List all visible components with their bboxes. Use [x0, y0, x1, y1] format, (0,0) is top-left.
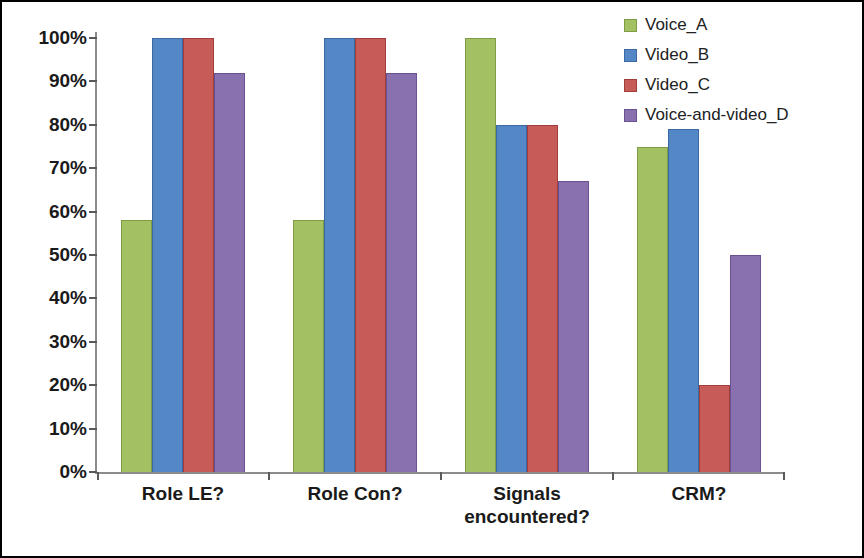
legend-color-swatch-icon [624, 19, 637, 32]
x-axis-category-label: Role Con? [269, 482, 441, 505]
y-axis-tick-label: 30% [0, 330, 87, 354]
legend-item: Voice-and-video_D [624, 100, 789, 130]
bar-voice-a [121, 220, 152, 472]
y-axis-tick-label: 100% [0, 26, 87, 50]
bar-voice-and-video-d [386, 73, 417, 472]
x-axis-tick [440, 472, 442, 480]
y-axis-tick [89, 428, 97, 430]
bar-group [97, 38, 269, 472]
bar-video-c [183, 38, 214, 472]
y-axis-tick-label: 80% [0, 113, 87, 137]
y-axis-tick-label: 20% [0, 373, 87, 397]
y-axis-tick-label: 40% [0, 286, 87, 310]
bar-video-b [668, 129, 699, 472]
y-axis-tick [89, 167, 97, 169]
y-axis-tick-label: 50% [0, 243, 87, 267]
x-axis-category-label: Signals encountered? [441, 482, 613, 528]
bar-video-c [355, 38, 386, 472]
y-axis-tick [89, 80, 97, 82]
y-axis-tick [89, 384, 97, 386]
y-axis-tick [89, 211, 97, 213]
y-axis-tick [89, 254, 97, 256]
bar-voice-and-video-d [730, 255, 761, 472]
bar-video-c [699, 385, 730, 472]
legend-item: Voice_A [624, 10, 789, 40]
bar-video-b [324, 38, 355, 472]
y-axis-tick-label: 0% [0, 460, 87, 484]
bar-voice-and-video-d [558, 181, 589, 472]
y-axis-tick-label: 10% [0, 417, 87, 441]
y-axis-tick [89, 341, 97, 343]
bar-voice-a [293, 220, 324, 472]
bar-video-b [152, 38, 183, 472]
legend-item-label: Voice_A [645, 15, 707, 35]
bar-video-b [496, 125, 527, 472]
legend-color-swatch-icon [624, 49, 637, 62]
x-axis-tick [97, 472, 99, 480]
y-axis-tick [89, 124, 97, 126]
bar-chart-figure: 0% 10% 20% 30% 40% 50% 60% 70% 80% 90% 100% Role L… [0, 0, 864, 558]
y-axis-tick [89, 471, 97, 473]
legend-item: Video_B [624, 40, 789, 70]
legend-color-swatch-icon [624, 79, 637, 92]
x-axis-tick [268, 472, 270, 480]
legend-item-label: Voice-and-video_D [645, 105, 789, 125]
bar-voice-a [465, 38, 496, 472]
y-axis-tick-label: 60% [0, 200, 87, 224]
bar-group [441, 38, 613, 472]
bar-voice-and-video-d [214, 73, 245, 472]
legend: Voice_A Video_B Video_C Voice-and-video_D [624, 10, 789, 130]
bar-group [269, 38, 441, 472]
bar-video-c [527, 125, 558, 472]
y-axis-tick-label: 90% [0, 69, 87, 93]
y-axis-tick [89, 37, 97, 39]
x-axis-category-label: CRM? [613, 482, 785, 505]
x-axis-tick [612, 472, 614, 480]
bar-voice-a [637, 147, 668, 473]
y-axis-tick [89, 297, 97, 299]
legend-color-swatch-icon [624, 109, 637, 122]
legend-item: Video_C [624, 70, 789, 100]
x-axis-tick [783, 472, 785, 480]
legend-item-label: Video_C [645, 75, 710, 95]
x-axis-category-label: Role LE? [97, 482, 269, 505]
y-axis-tick-label: 70% [0, 156, 87, 180]
legend-item-label: Video_B [645, 45, 709, 65]
